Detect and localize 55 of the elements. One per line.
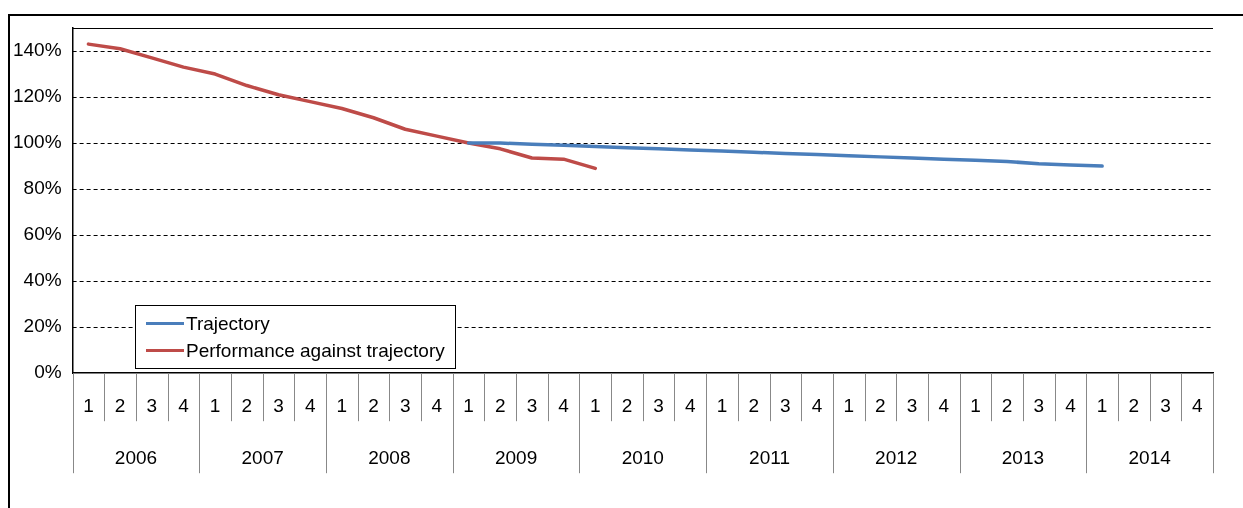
x-tick-label: 2 <box>875 394 886 416</box>
x-tick-label: 2 <box>494 394 506 416</box>
x-tick-label: 3 <box>780 394 791 416</box>
x-tick-label: 2 <box>368 394 379 416</box>
x-tick-label: 1 <box>336 394 348 416</box>
x-tick-label: 1 <box>1096 394 1108 416</box>
x-tick-label: 1 <box>970 394 981 416</box>
text: 2007 <box>241 447 284 469</box>
text: 2010 <box>621 447 664 469</box>
x-tick-label: 2 <box>621 394 633 416</box>
x-tick-label: 2 <box>114 394 126 416</box>
x-tick-label: 4 <box>685 394 697 416</box>
legend-label: Performance against trajectory <box>186 339 445 362</box>
x-tick-label: 1 <box>843 394 854 416</box>
x-tick-label: 3 <box>146 394 158 416</box>
text: 2006 <box>114 447 158 469</box>
x-tick-label: 4 <box>1191 394 1203 416</box>
y-tick-label: 80% <box>23 177 62 199</box>
x-tick-label: 1 <box>589 394 601 416</box>
x-tick-label: 4 <box>938 394 950 416</box>
x-tick-label: 1 <box>83 394 94 416</box>
x-tick-label: 3 <box>399 394 411 416</box>
x-tick-label: 4 <box>558 394 570 416</box>
y-tick-label: 60% <box>23 223 62 245</box>
x-tick-label: 4 <box>178 394 190 416</box>
x-tick-label: 1 <box>463 394 474 416</box>
text: 2009 <box>494 447 538 469</box>
x-tick-label: 2 <box>748 394 759 416</box>
x-tick-label: 4 <box>1065 394 1077 416</box>
text: 2008 <box>368 447 411 469</box>
x-tick-label: 2 <box>241 394 253 416</box>
x-tick-label: 3 <box>1033 394 1045 416</box>
legend-label: Trajectory <box>186 312 270 335</box>
x-tick-label: 3 <box>273 394 284 416</box>
x-tick-label: 4 <box>304 394 316 416</box>
text: 2012 <box>875 447 918 469</box>
text: 2014 <box>1128 447 1172 469</box>
x-tick-label: 3 <box>653 394 664 416</box>
y-tick-label: 0% <box>34 361 62 383</box>
y-tick-label: 100% <box>12 131 62 153</box>
x-tick-label: 3 <box>526 394 538 416</box>
x-tick-label: 3 <box>1160 394 1171 416</box>
x-tick-label: 1 <box>716 394 728 416</box>
y-tick-label: 20% <box>23 315 62 337</box>
x-tick-label: 4 <box>431 394 443 416</box>
text: 2011 <box>749 447 790 469</box>
y-tick-label: 120% <box>12 85 62 107</box>
x-tick-label: 1 <box>209 394 221 416</box>
y-tick-label: 40% <box>23 269 62 291</box>
x-tick-label: 3 <box>906 394 918 416</box>
text: 2013 <box>1001 447 1045 469</box>
x-tick-label: 4 <box>811 394 823 416</box>
x-tick-label: 2 <box>1128 394 1140 416</box>
x-tick-label: 2 <box>1001 394 1013 416</box>
y-tick-label: 140% <box>12 39 62 61</box>
